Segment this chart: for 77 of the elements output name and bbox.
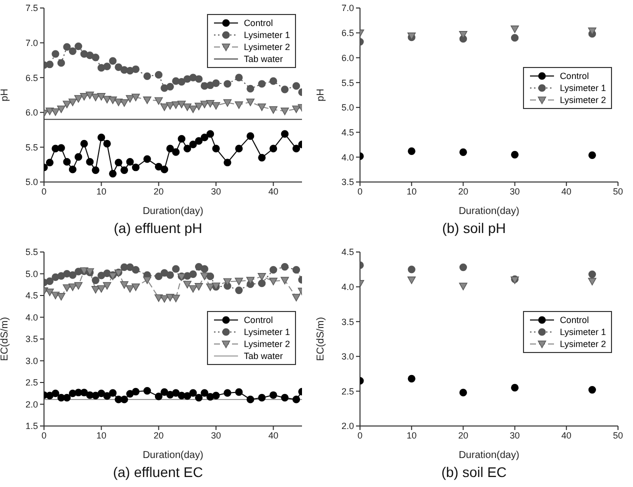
legend-label: Control xyxy=(244,17,273,29)
y-tick-label: 2.5 xyxy=(341,386,354,396)
legend-label: Control xyxy=(560,314,589,326)
y-tick-label: 4.5 xyxy=(341,127,354,138)
text: (a) effluent EC xyxy=(112,464,204,480)
legend-label: Control xyxy=(560,70,589,82)
x-tick-label: 40 xyxy=(268,186,278,196)
x-tick-label: 10 xyxy=(406,186,417,196)
x-tick-label: 50 xyxy=(612,186,624,196)
y-tick-label: 1.5 xyxy=(25,420,38,431)
legend-label: Tab water xyxy=(244,53,283,65)
legend-label: Lysimeter 2 xyxy=(244,338,290,350)
text: (a) effluent pH xyxy=(112,220,204,236)
y-tick-label: 3.5 xyxy=(25,334,38,344)
x-tick-label: 30 xyxy=(510,430,520,440)
legend-label: Lysimeter 1 xyxy=(560,326,606,338)
x-tick-label: 10 xyxy=(406,430,417,440)
legend-label: Lysimeter 2 xyxy=(560,338,606,350)
legend-label: Tab water xyxy=(244,350,283,362)
y-tick-label: 2.5 xyxy=(25,377,38,388)
y-tick-label: 5.5 xyxy=(341,78,354,88)
y-tick-label: 5.0 xyxy=(341,102,354,113)
x-tick-label: 30 xyxy=(510,186,520,196)
legend-label: Lysimeter 1 xyxy=(560,82,606,94)
x-tick-label: 20 xyxy=(154,430,164,440)
y-tick-label: 5.5 xyxy=(25,142,38,152)
x-tick-label: 40 xyxy=(268,430,278,440)
legend-label: Lysimeter 1 xyxy=(244,29,290,41)
text: (b) soil pH xyxy=(441,220,507,236)
y-tick-label: 5.5 xyxy=(25,246,38,257)
y-tick-label: 4.0 xyxy=(341,152,354,162)
y-tick-label: 7.5 xyxy=(25,3,38,14)
x-tick-label: 40 xyxy=(561,430,572,440)
x-axis-title: Duration(day) xyxy=(142,206,204,217)
x-tick-label: 30 xyxy=(210,430,222,440)
y-tick-label: 2.0 xyxy=(25,398,38,409)
text: (b) soil EC xyxy=(440,464,508,480)
x-tick-label: 50 xyxy=(612,430,624,440)
x-tick-label: 40 xyxy=(561,186,572,196)
x-tick-label: 0 xyxy=(41,430,47,440)
x-tick-label: 0 xyxy=(41,186,47,196)
y-tick-label: 3.5 xyxy=(341,316,354,326)
y-tick-label: 6.0 xyxy=(25,108,38,118)
legend-label: Lysimeter 2 xyxy=(560,94,606,106)
y-tick-label: 7.0 xyxy=(25,38,38,48)
y-tick-label: 4.5 xyxy=(25,290,38,300)
y-tick-label: 5.0 xyxy=(25,268,38,278)
y-tick-label: 4.5 xyxy=(341,246,354,257)
y-tick-label: 3.5 xyxy=(341,177,354,188)
y-tick-label: 6.5 xyxy=(25,72,38,83)
x-tick-label: 0 xyxy=(357,430,363,440)
y-tick-label: 4.0 xyxy=(25,312,38,322)
x-axis-title: Duration(day) xyxy=(458,450,520,460)
y-axis-title: EC(dS/m) xyxy=(0,316,11,360)
y-axis-title: pH xyxy=(0,88,11,102)
legend-label: Lysimeter 2 xyxy=(244,41,290,53)
x-tick-label: 30 xyxy=(210,186,222,196)
x-tick-label: 10 xyxy=(96,430,106,440)
y-tick-label: 6.5 xyxy=(341,28,354,38)
y-tick-label: 4.0 xyxy=(341,281,354,292)
x-tick-label: 20 xyxy=(458,186,468,196)
y-tick-label: 3.0 xyxy=(25,355,38,366)
x-tick-label: 20 xyxy=(458,430,468,440)
x-tick-label: 0 xyxy=(357,186,363,196)
y-tick-label: 5.0 xyxy=(25,177,38,188)
x-axis-title: Duration(day) xyxy=(142,450,204,460)
y-tick-label: 2.0 xyxy=(341,420,354,431)
legend-label: Lysimeter 1 xyxy=(244,326,290,338)
y-tick-label: 6.0 xyxy=(341,52,354,63)
x-axis-title: Duration(day) xyxy=(458,206,520,217)
x-tick-label: 20 xyxy=(154,186,164,196)
y-axis-title: EC(dS/m) xyxy=(316,316,327,360)
x-tick-label: 10 xyxy=(96,186,106,196)
y-tick-label: 7.0 xyxy=(341,3,354,14)
y-axis-title: pH xyxy=(316,88,327,102)
legend-label: Control xyxy=(244,314,273,326)
y-tick-label: 3.0 xyxy=(341,351,354,362)
